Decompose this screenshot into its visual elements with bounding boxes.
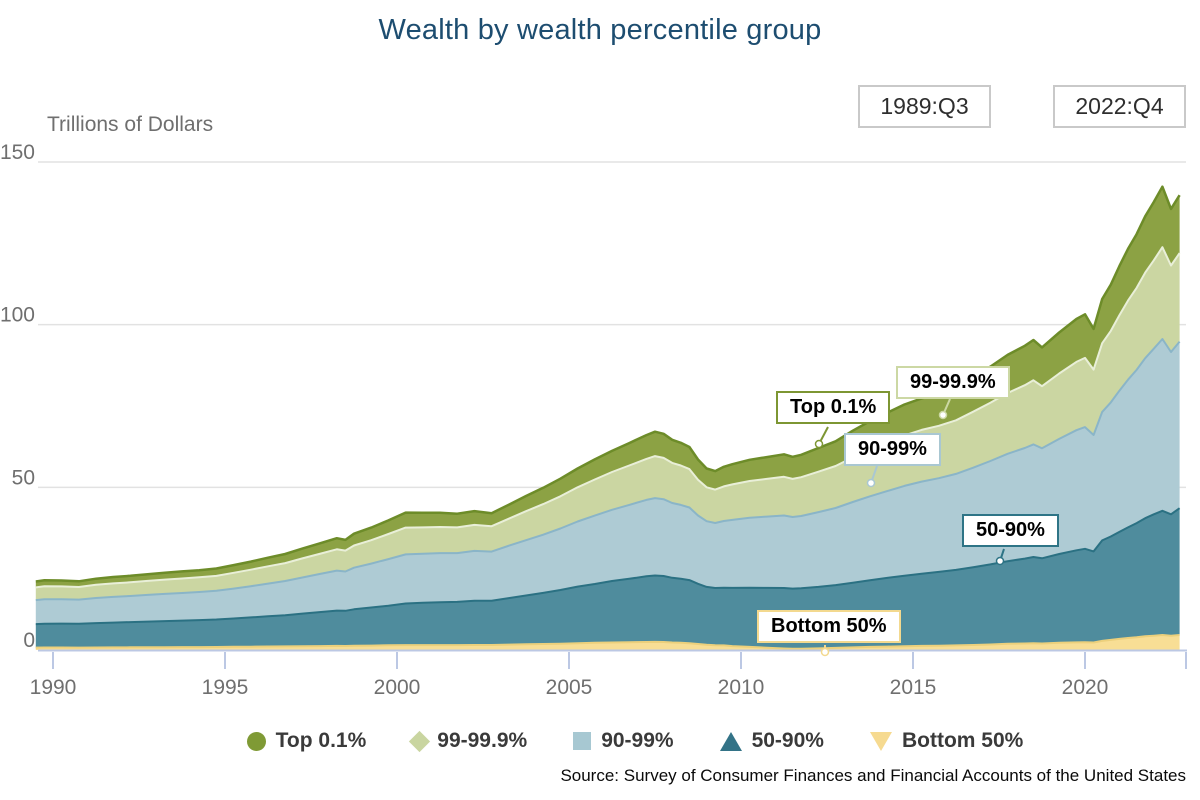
x-tick-label-1990: 1990 [30,676,77,699]
legend-item-90-99[interactable]: 90-99% [573,729,674,753]
y-tick-label-100: 100 [0,304,35,327]
legend-label: 50-90% [751,729,824,752]
source-note: Source: Survey of Consumer Finances and … [560,766,1186,785]
legend-triangle-up-marker-icon [719,731,742,751]
legend-item-50-90[interactable]: 50-90% [719,729,824,753]
x-tick-label-1995: 1995 [202,676,249,699]
legend-item-99-99-9[interactable]: 99-99.9% [409,729,528,753]
area-edge-90-99- [35,338,1181,602]
chart-legend: Top 0.1% 99-99.9% 90-99% 50-90% Bottom 5… [70,729,1200,753]
y-tick-label-50: 50 [12,466,35,489]
area-edge-top-0-1- [35,185,1181,583]
start-quarter-select[interactable]: 1989:Q3 [858,85,991,128]
area-edge-50-90- [35,507,1181,626]
legend-label: Top 0.1% [275,729,367,752]
legend-triangle-down-marker-icon [869,731,892,751]
x-tick-label-2010: 2010 [718,676,765,699]
series-callout-top-0-1: Top 0.1% [776,391,891,424]
callout-anchor-90-99- [866,478,876,488]
x-tick-label-2005: 2005 [546,676,593,699]
area-band-99-99-9- [35,247,1180,601]
legend-label: 90-99% [601,729,674,752]
series-callout-90-99: 90-99% [844,433,941,466]
legend-circle-marker-icon [246,731,266,751]
x-tick-label-2000: 2000 [374,676,421,699]
area-edge-bottom-50- [35,634,1180,650]
x-tick-label-2015: 2015 [890,676,937,699]
legend-diamond-marker-icon [409,730,431,752]
callout-anchor-99-99-9- [938,410,948,420]
callout-anchor-bottom-50- [820,647,830,657]
legend-label: 99-99.9% [437,729,528,752]
area-edge-99-99-9- [35,246,1181,589]
end-quarter-select[interactable]: 2022:Q4 [1053,85,1186,128]
page-title: Wealth by wealth percentile group [378,14,822,46]
legend-square-marker-icon [573,732,592,750]
legend-label: Bottom 50% [901,729,1024,752]
y-tick-label-150: 150 [0,141,35,164]
legend-item-bottom-50[interactable]: Bottom 50% [869,729,1024,753]
legend-item-top-0-1[interactable]: Top 0.1% [246,729,367,753]
callout-anchor-50-90- [995,556,1005,566]
series-callout-99-99-9: 99-99.9% [896,366,1010,399]
y-tick-label-0: 0 [23,629,35,652]
x-tick-label-2020: 2020 [1062,676,1109,699]
series-callout-bottom-50: Bottom 50% [757,610,901,643]
callout-anchor-top-0-1- [814,439,824,449]
y-axis-unit-label: Trillions of Dollars [47,113,214,136]
area-band-90-99- [35,339,1180,625]
series-callout-50-90: 50-90% [962,514,1059,547]
